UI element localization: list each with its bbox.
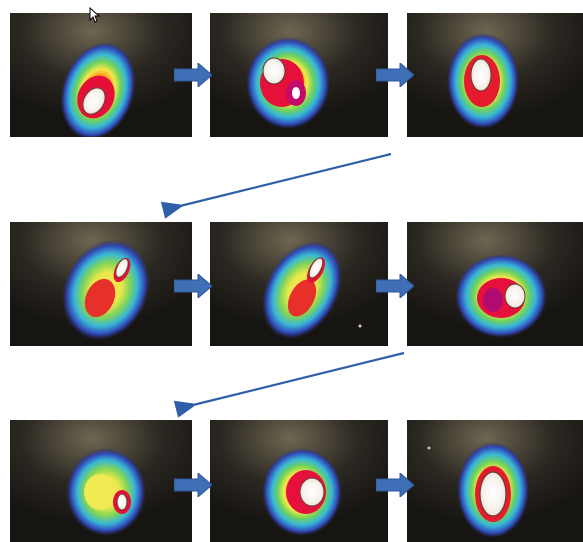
right-arrow-icon [376, 274, 414, 298]
thermal-frame-2 [210, 13, 388, 137]
right-arrow-icon [174, 274, 212, 298]
thermal-frame-6 [407, 222, 583, 346]
right-arrow-icon [174, 63, 212, 87]
diagonal-connector-arrow [160, 152, 392, 219]
thermal-image [210, 222, 388, 346]
right-arrow-icon [376, 473, 414, 497]
thermal-frame-9 [407, 420, 583, 542]
thermal-image [407, 13, 583, 137]
thermal-image [407, 222, 583, 346]
thermal-image [10, 13, 192, 137]
thermal-frame-8 [210, 420, 388, 542]
thermal-image [407, 420, 583, 542]
right-arrow-icon [174, 473, 212, 497]
thermal-frame-4 [10, 222, 192, 346]
diagonal-connector-arrow [173, 351, 405, 418]
right-arrow-icon [376, 63, 414, 87]
thermal-frame-1 [10, 13, 192, 137]
thermal-frame-5 [210, 222, 388, 346]
thermal-image [10, 420, 192, 542]
thermal-image [210, 13, 388, 137]
thermal-frame-7 [10, 420, 192, 542]
thermal-frame-3 [407, 13, 583, 137]
thermal-image [210, 420, 388, 542]
thermal-image [10, 222, 192, 346]
